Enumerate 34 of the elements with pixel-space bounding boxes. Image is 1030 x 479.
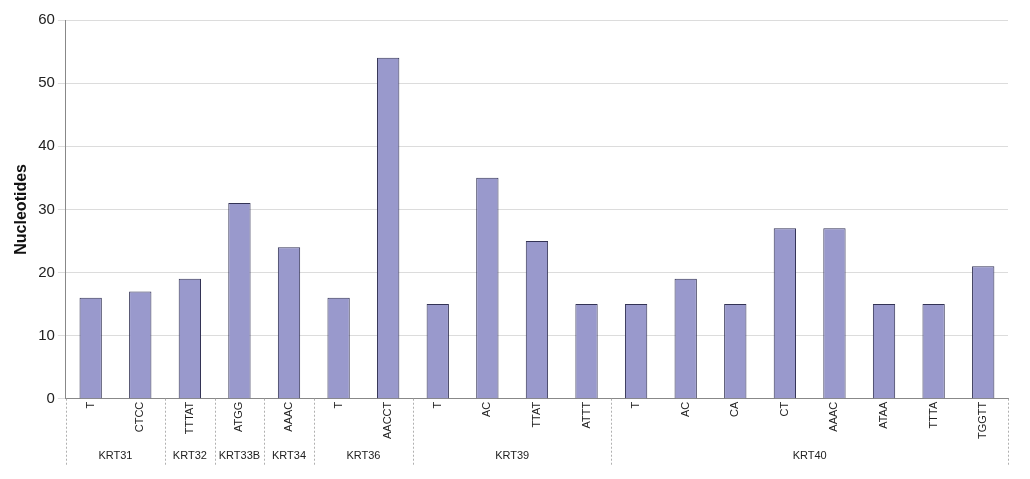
text: KRT40 xyxy=(792,449,827,462)
y-tick-label: 0 xyxy=(46,388,55,406)
x-tick-label: CT xyxy=(777,401,790,417)
y-axis-title: Nucleotides xyxy=(12,163,30,255)
x-tick-label: TTAT xyxy=(529,401,542,428)
y-tick-label: 40 xyxy=(38,136,55,154)
x-tick-label: AAAC xyxy=(282,401,295,432)
x-tick-label: TTTA xyxy=(926,401,939,429)
text: KRT39 xyxy=(495,449,530,462)
y-tick-label: 50 xyxy=(38,73,55,91)
x-tick-label: AAAC xyxy=(827,401,840,432)
x-tick-label: CA xyxy=(728,401,741,417)
text: KRT36 xyxy=(346,449,381,462)
x-tick-label: AACCT xyxy=(381,401,394,439)
x-tick-label: T xyxy=(331,401,344,409)
x-tick-label: ATTT xyxy=(579,401,592,429)
y-tick-label: 30 xyxy=(38,199,55,217)
text: KRT31 xyxy=(98,449,133,462)
x-tick-label: T xyxy=(430,401,443,409)
y-tick-label: 20 xyxy=(38,262,55,280)
x-tick-label: T xyxy=(629,401,642,409)
x-tick-label: T xyxy=(83,401,96,409)
x-tick-label: ATAA xyxy=(877,401,890,429)
y-tick-label: 60 xyxy=(38,10,55,28)
x-tick-label: AC xyxy=(678,401,691,417)
x-tick-label: CTCC xyxy=(133,401,146,433)
x-tick-label: TTTAT xyxy=(182,401,195,435)
x-tick-label: TGGTT xyxy=(976,401,989,439)
y-tick-label: 10 xyxy=(38,325,55,343)
x-tick-label: AC xyxy=(480,401,493,417)
x-tick-label: ATGG xyxy=(232,401,245,433)
text: KRT33B xyxy=(218,449,261,462)
text: KRT32 xyxy=(172,449,207,462)
text: KRT34 xyxy=(271,449,307,462)
